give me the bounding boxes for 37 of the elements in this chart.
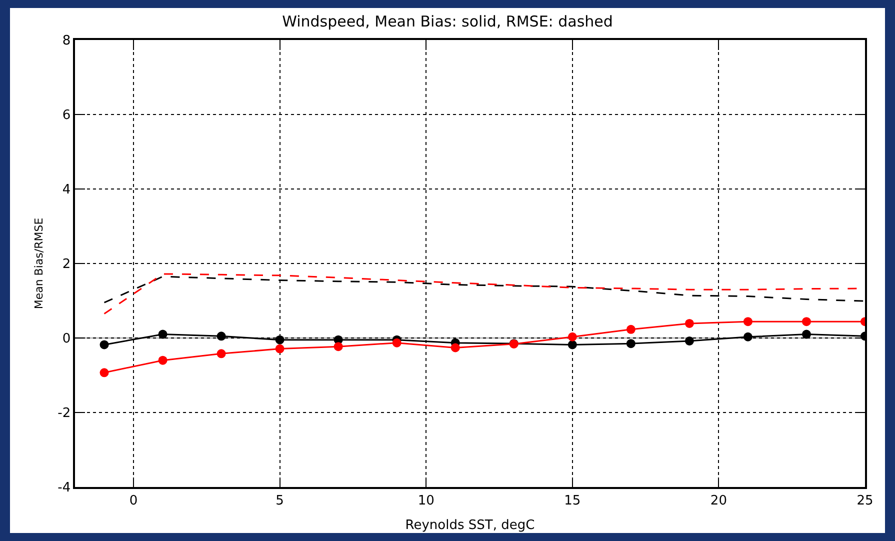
- point: [743, 317, 752, 326]
- x-tick-label: 25: [856, 493, 874, 508]
- x-tick-label: 10: [418, 493, 434, 508]
- y-tick-label: -2: [58, 406, 71, 422]
- point: [743, 332, 752, 342]
- point: [100, 340, 109, 350]
- point: [568, 340, 577, 350]
- y-axis-title: Mean Bias/RMSE: [32, 218, 46, 310]
- point: [802, 317, 811, 326]
- chart-title: Windspeed, Mean Bias: solid, RMSE: dashed: [282, 12, 613, 30]
- y-tick-label: 2: [62, 257, 71, 272]
- y-tick-label: 6: [62, 108, 71, 124]
- x-tick-label: 5: [276, 493, 284, 508]
- x-tick-label: 20: [710, 493, 727, 508]
- point: [392, 338, 402, 348]
- point: [216, 332, 226, 341]
- point: [626, 339, 636, 348]
- point: [568, 332, 577, 342]
- y-tick-label: 0: [62, 332, 71, 347]
- point: [450, 343, 460, 352]
- point: [626, 324, 636, 334]
- x-tick-label: 0: [129, 493, 138, 508]
- point: [158, 356, 168, 365]
- point: [100, 368, 109, 378]
- point: [275, 335, 284, 344]
- point: [275, 344, 284, 354]
- point: [334, 342, 343, 352]
- point: [802, 330, 811, 339]
- point: [684, 336, 694, 346]
- x-axis-title: Reynolds SST, degC: [405, 518, 535, 533]
- point: [216, 349, 226, 358]
- y-tick-label: 4: [62, 182, 71, 198]
- x-tick-label: 15: [564, 493, 581, 508]
- point: [684, 318, 694, 328]
- point: [158, 330, 168, 339]
- y-tick-label: -4: [58, 480, 71, 496]
- y-tick-label: 8: [62, 34, 71, 49]
